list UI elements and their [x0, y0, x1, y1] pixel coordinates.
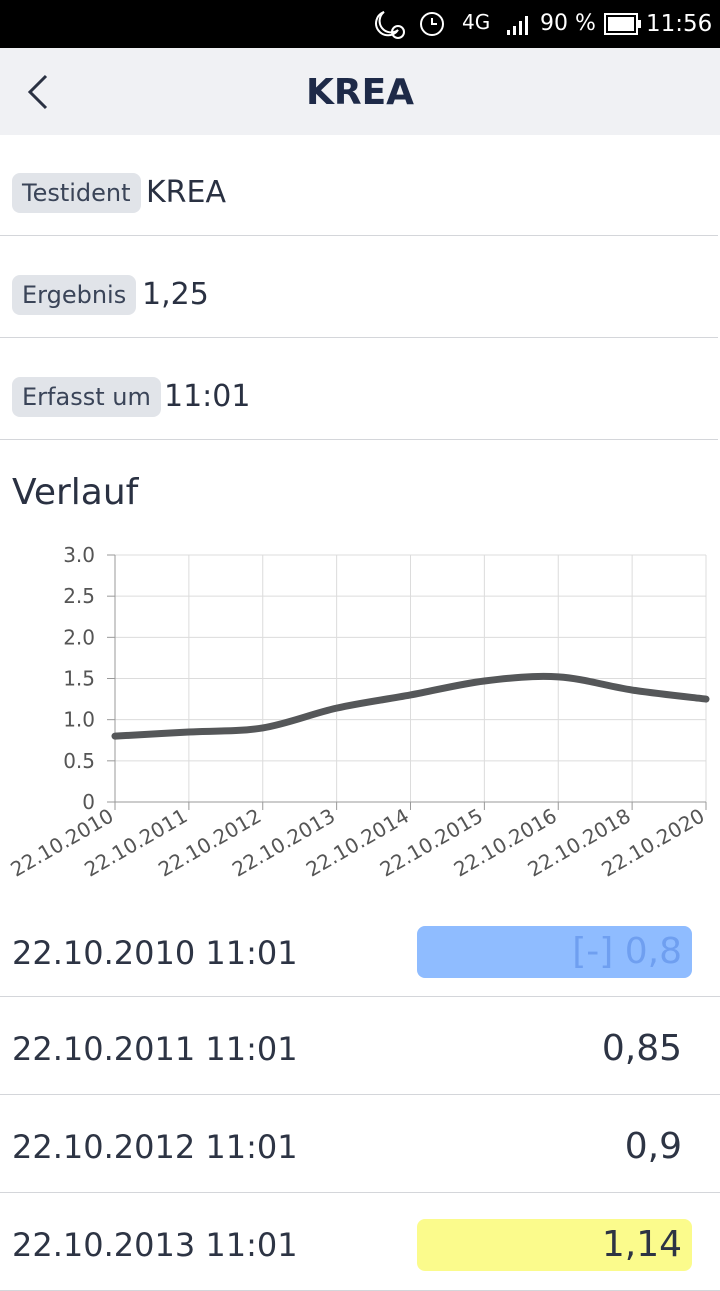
field-row: Testident KREA — [0, 135, 718, 236]
row-value: 0,85 — [601, 1028, 682, 1069]
row-date: 22.10.2011 11:01 — [12, 1030, 298, 1068]
field-value: KREA — [146, 175, 226, 210]
y-tick-label: 3.0 — [63, 543, 95, 567]
row-value: [-] 0,8 — [417, 926, 692, 978]
y-tick-label: 2.0 — [63, 625, 95, 649]
field-value: 11:01 — [164, 379, 251, 414]
row-date: 22.10.2013 11:01 — [12, 1226, 298, 1264]
network: 4G — [462, 10, 491, 34]
back-button[interactable] — [24, 72, 54, 112]
signal — [507, 16, 528, 35]
row-date: 22.10.2010 11:01 — [12, 934, 298, 972]
section-title: Verlauf — [12, 472, 139, 513]
row-value: 1,14 — [417, 1219, 692, 1271]
app-header: KREA — [0, 48, 720, 135]
data-line — [111, 672, 710, 740]
field-label: Testident — [12, 173, 141, 213]
clock: 11:56 — [646, 11, 713, 37]
field-value: 1,25 — [142, 277, 209, 312]
battery-icon — [604, 13, 641, 35]
chart: 00.51.01.52.02.53.022.10.201022.10.20112… — [6, 543, 710, 882]
status-icons — [375, 11, 444, 39]
y-tick-label: 0 — [82, 790, 95, 814]
y-tick-label: 1.5 — [63, 667, 95, 691]
page-title: KREA — [305, 72, 415, 113]
y-tick-label: 1.0 — [63, 708, 95, 732]
list-row[interactable]: 22.10.2010 11:01 [-] 0,8 — [0, 906, 720, 997]
list-row[interactable]: 22.10.2013 11:01 1,14 — [0, 1193, 720, 1291]
y-tick-label: 0.5 — [63, 749, 95, 773]
y-tick-label: 2.5 — [63, 584, 95, 608]
list-row[interactable]: 22.10.2012 11:01 0,9 — [0, 1095, 720, 1193]
field-label: Erfasst um — [12, 377, 161, 417]
row-value: 0,9 — [624, 1126, 682, 1167]
field-label: Ergebnis — [12, 275, 137, 315]
list-row[interactable]: 22.10.2011 11:01 0,85 — [0, 997, 720, 1095]
row-date: 22.10.2012 11:01 — [12, 1128, 298, 1166]
field-row: Erfasst um 11:01 — [0, 338, 718, 440]
field-row: Ergebnis 1,25 — [0, 236, 718, 338]
status-bar: 4G 90 % 11:56 — [0, 0, 720, 48]
battery-level: 90 % — [540, 11, 596, 36]
